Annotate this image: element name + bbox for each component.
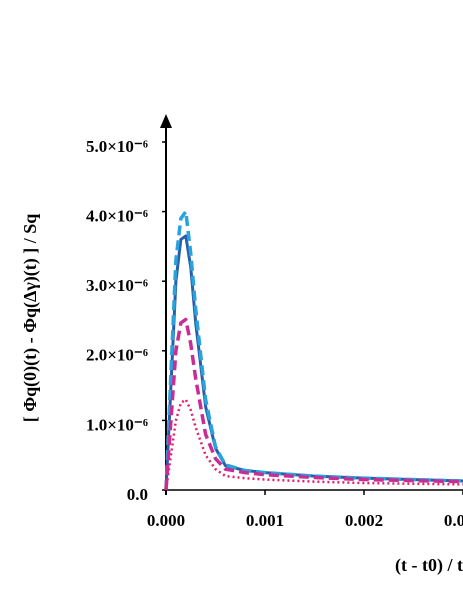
series-line [164,209,463,491]
x-tick-label: 0.001 [246,511,284,530]
x-axis-title: (t - t0) / t [395,555,463,576]
series-line [164,398,463,491]
x-tick-label: 0.002 [345,511,383,530]
y-tick-label: 2.0×10⁻⁶ [86,346,148,365]
x-tick-label: 0.000 [147,511,185,530]
series-line [164,234,463,491]
series-line [164,317,463,491]
y-tick-label: 0.0 [127,485,148,504]
y-tick-label: 4.0×10⁻⁶ [86,207,148,226]
y-tick-label: 3.0×10⁻⁶ [86,276,148,295]
y-tick-label: 5.0×10⁻⁶ [86,137,148,156]
x-tick-label: 0.003 [444,511,463,530]
y-axis-title: [ Φq(0)(t) - Φq(Δγ)(t) ] / Sq [20,214,41,423]
y-axis-arrow [160,114,172,128]
y-tick-label: 1.0×10⁻⁶ [86,415,148,434]
